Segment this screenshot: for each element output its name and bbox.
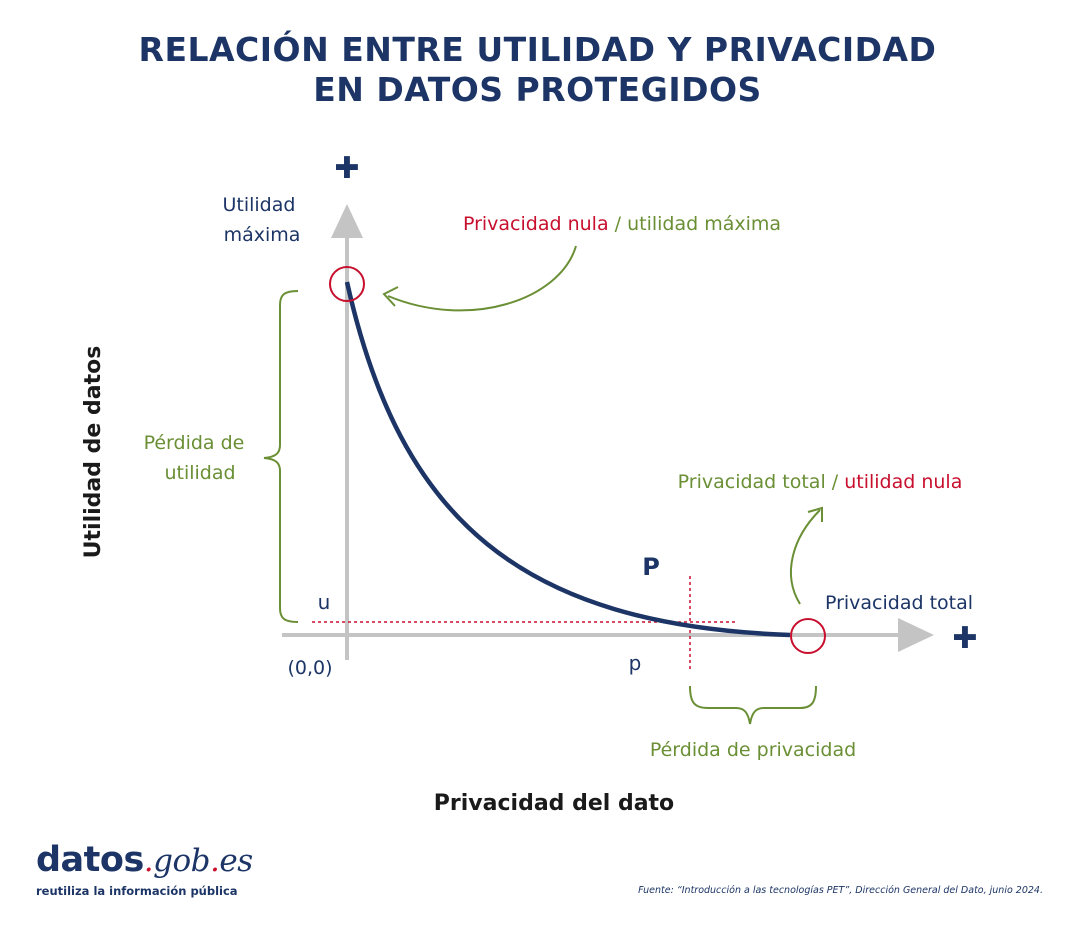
utility-loss-label: Pérdida de utilidad [144, 432, 251, 484]
logo-wordmark: datos.gob.es [36, 840, 253, 881]
x-max-label: Privacidad total [825, 592, 973, 614]
point-P-label: P [642, 553, 660, 581]
privacy-loss-label: Pérdida de privacidad [650, 739, 856, 761]
logo-dot-2: . [210, 843, 220, 879]
origin-label: (0,0) [287, 657, 332, 679]
top-callout-arrowhead [382, 286, 399, 307]
logo-dot-1: . [143, 843, 154, 879]
title-line-1: RELACIÓN ENTRE UTILIDAD Y PRIVACIDAD [138, 30, 937, 69]
right-callout-arrowhead [807, 506, 823, 522]
right-callout-arrow [789, 509, 821, 605]
logo-es: es [219, 843, 253, 879]
y-max-label: Utilidad máxima [222, 194, 301, 246]
utility-loss-brace [263, 290, 299, 623]
logo-gob: gob [153, 843, 210, 879]
datos-gob-logo: datos.gob.es reutiliza la información pú… [36, 840, 253, 898]
y-axis-arrow [331, 204, 363, 238]
y-axis-title: Utilidad de datos [81, 346, 106, 559]
title-line-2: EN DATOS PROTEGIDOS [313, 70, 762, 109]
p-label: p [629, 651, 642, 675]
logo-tagline: reutiliza la información pública [36, 884, 238, 898]
utility-curve [344, 281, 791, 638]
top-callout: Privacidad nula / utilidad máxima [463, 213, 781, 235]
x-plus-icon: ✚ [952, 621, 977, 656]
y-plus-icon: ✚ [334, 151, 359, 186]
logo-main: datos [36, 840, 144, 880]
max-utility-circle [329, 266, 365, 302]
right-callout: Privacidad total / utilidad nula [678, 471, 963, 493]
top-callout-arrow [387, 245, 577, 312]
u-label: u [318, 590, 331, 614]
source-note: Fuente: “Introducción a las tecnologías … [638, 885, 1043, 896]
privacy-loss-brace [689, 685, 817, 725]
page-title: RELACIÓN ENTRE UTILIDAD Y PRIVACIDAD EN … [0, 30, 1075, 110]
x-axis-title: Privacidad del dato [434, 791, 674, 816]
x-axis-arrow [898, 618, 934, 652]
max-privacy-circle [790, 618, 826, 654]
